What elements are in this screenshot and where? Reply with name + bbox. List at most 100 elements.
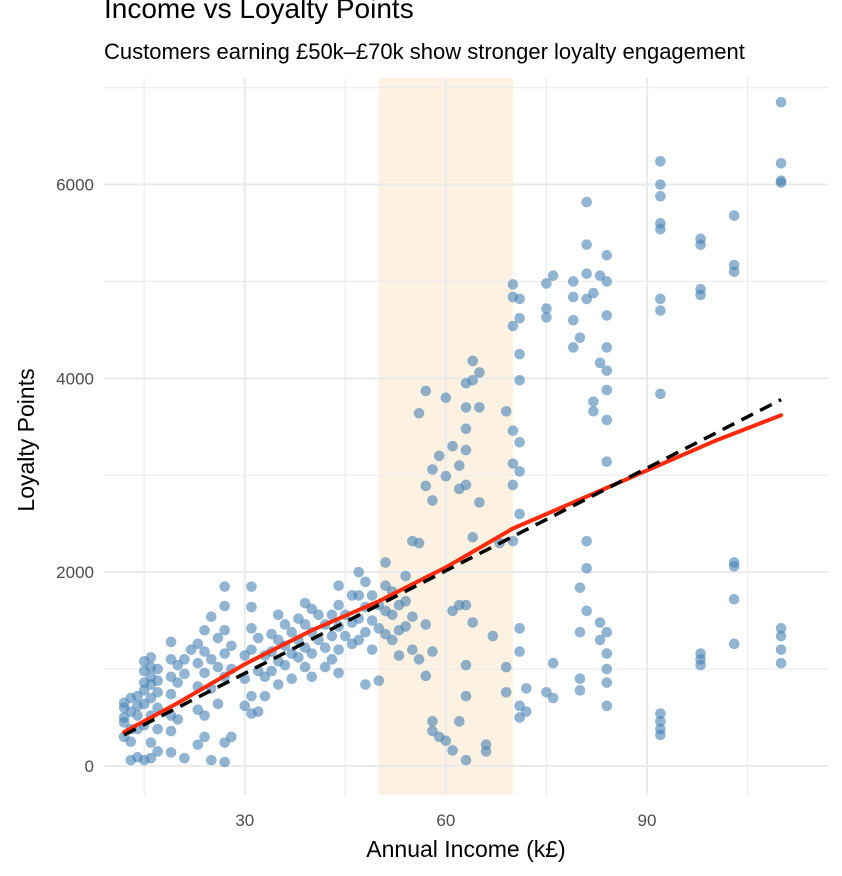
data-point xyxy=(601,342,613,353)
data-point xyxy=(467,531,479,543)
data-point xyxy=(601,384,613,396)
data-point xyxy=(192,638,204,650)
data-point xyxy=(440,735,452,747)
data-point xyxy=(500,686,512,698)
data-point xyxy=(360,679,371,690)
data-point xyxy=(272,609,284,621)
data-point xyxy=(333,599,344,611)
data-point xyxy=(514,312,525,324)
data-point xyxy=(655,388,666,400)
data-point xyxy=(246,644,257,655)
data-point xyxy=(695,659,706,671)
data-point xyxy=(460,479,472,491)
data-point xyxy=(601,456,613,467)
data-point xyxy=(272,679,284,690)
data-point xyxy=(601,648,613,659)
data-point xyxy=(319,661,331,673)
data-point xyxy=(420,385,432,397)
data-point xyxy=(775,630,787,642)
data-point xyxy=(601,250,613,261)
data-point xyxy=(145,652,157,663)
data-point xyxy=(152,723,163,735)
data-point xyxy=(574,582,586,593)
data-point xyxy=(313,609,324,621)
data-point xyxy=(581,562,592,574)
data-point xyxy=(521,706,532,717)
data-point xyxy=(413,407,425,419)
data-point xyxy=(541,312,552,323)
data-point xyxy=(172,714,184,725)
data-point xyxy=(400,570,411,582)
data-point xyxy=(581,239,592,250)
data-point xyxy=(594,357,606,369)
data-point xyxy=(447,745,458,756)
data-point xyxy=(507,279,519,290)
data-point xyxy=(279,659,291,671)
data-point xyxy=(179,752,190,764)
data-point xyxy=(655,729,666,741)
data-point xyxy=(199,667,210,679)
data-point xyxy=(594,634,606,646)
data-point xyxy=(199,646,210,657)
data-point xyxy=(775,96,787,108)
data-point xyxy=(581,196,592,208)
data-point xyxy=(293,652,304,663)
data-point xyxy=(775,644,787,655)
data-point xyxy=(366,615,378,626)
data-point xyxy=(407,611,418,623)
data-point xyxy=(326,654,338,665)
data-point xyxy=(433,450,445,462)
data-point xyxy=(165,636,177,648)
data-point xyxy=(567,342,579,353)
data-point xyxy=(373,675,385,686)
data-point xyxy=(353,566,365,578)
data-point xyxy=(467,617,479,628)
data-point xyxy=(581,605,592,617)
data-point xyxy=(125,736,137,748)
data-point xyxy=(514,348,525,360)
data-point xyxy=(775,177,787,188)
data-point xyxy=(655,716,666,727)
data-point xyxy=(601,626,613,638)
data-point xyxy=(333,644,344,655)
data-point xyxy=(420,670,432,682)
data-point xyxy=(521,683,532,694)
data-points xyxy=(118,96,787,768)
data-point xyxy=(165,747,177,758)
data-point xyxy=(588,406,599,417)
data-point xyxy=(205,754,217,766)
data-point xyxy=(212,698,224,710)
data-point xyxy=(514,623,525,634)
data-point xyxy=(655,223,666,235)
data-point xyxy=(326,609,338,621)
data-point xyxy=(574,626,586,638)
data-point xyxy=(581,268,592,280)
data-point xyxy=(226,731,237,743)
grid-lines xyxy=(104,78,828,795)
data-point xyxy=(299,619,311,630)
data-point xyxy=(145,752,157,764)
y-tick-label: 6000 xyxy=(56,176,94,195)
data-point xyxy=(205,654,217,665)
data-point xyxy=(514,508,525,520)
data-point xyxy=(393,650,405,661)
y-tick-label: 0 xyxy=(85,757,94,776)
data-point xyxy=(655,156,666,167)
data-point xyxy=(306,648,318,659)
data-point xyxy=(594,617,606,628)
data-point xyxy=(366,590,378,601)
data-point xyxy=(326,630,338,642)
chart-subtitle: Customers earning £50k–£70k show stronge… xyxy=(104,39,745,64)
data-point xyxy=(514,466,525,477)
data-point xyxy=(192,739,204,750)
data-point xyxy=(192,657,204,669)
data-point xyxy=(400,621,411,632)
data-point xyxy=(728,561,740,572)
data-point xyxy=(353,634,365,646)
data-point xyxy=(386,609,398,621)
data-point xyxy=(655,708,666,719)
data-point xyxy=(199,624,210,636)
data-point xyxy=(514,375,525,386)
data-point xyxy=(165,688,177,700)
data-point xyxy=(474,497,485,508)
